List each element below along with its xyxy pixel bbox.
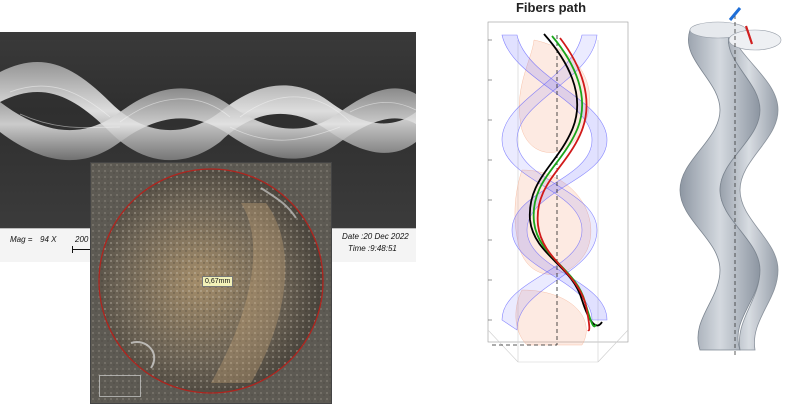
mag-value: 94 X bbox=[40, 235, 57, 244]
inset-frame bbox=[99, 375, 141, 397]
top-cap-left bbox=[689, 21, 747, 39]
date-text: Date :20 Dec 2022 bbox=[342, 232, 409, 241]
arrow-icon-red bbox=[744, 25, 754, 45]
fiber-path-red bbox=[536, 37, 591, 332]
scale-value: 200 µ bbox=[75, 235, 96, 244]
fibers-path-plot: Fibers path bbox=[472, 0, 630, 376]
twisted-yarn-image bbox=[0, 62, 416, 161]
plot-title: Fibers path bbox=[515, 0, 587, 15]
fiber-path-black bbox=[529, 33, 603, 327]
envelope-orange bbox=[514, 39, 592, 346]
model-svg bbox=[679, 7, 782, 355]
yarn-strands bbox=[0, 62, 416, 161]
arrow-icon-blue bbox=[728, 7, 742, 21]
plot-ticks bbox=[488, 39, 492, 321]
plot-box bbox=[487, 21, 629, 363]
sem-micrograph: Mag = 94 X 200 µ Date :20 Dec 2022 Time … bbox=[0, 32, 416, 262]
diameter-label: 0,67mm bbox=[202, 276, 234, 287]
mag-label: Mag = bbox=[10, 235, 33, 244]
twisted-3d-model bbox=[660, 0, 800, 360]
cross-section-image: 0,67mm bbox=[90, 162, 332, 404]
fibers-plot-svg bbox=[487, 21, 629, 363]
fiber-paths bbox=[529, 33, 603, 332]
time-text: Time :9:48:51 bbox=[348, 244, 397, 253]
top-cap-right bbox=[728, 29, 782, 51]
model-body bbox=[679, 28, 779, 351]
